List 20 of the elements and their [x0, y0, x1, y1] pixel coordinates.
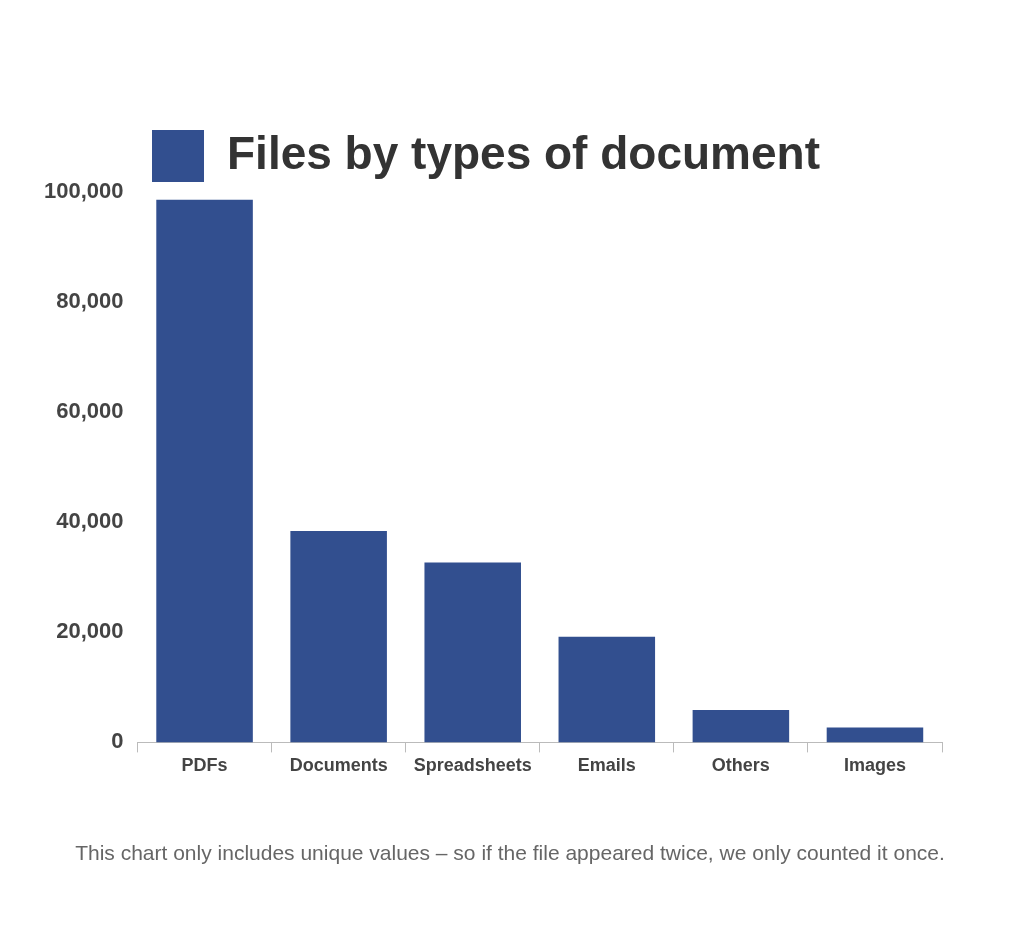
bar: [156, 199, 253, 743]
legend-label: Files by types of document: [227, 126, 820, 179]
x-tick-label: Others: [711, 755, 770, 776]
x-tick-label: Images: [843, 755, 906, 776]
x-tick-label: Documents: [289, 755, 388, 776]
x-tick-label: Emails: [577, 755, 636, 776]
text: This chart only includes unique values – so if the file appeared twice, we only counted it once.: [74, 840, 946, 866]
y-tick-label: 60,000: [56, 398, 124, 424]
y-tick-label: 100,000: [43, 178, 124, 204]
y-tick-label: 20,000: [56, 618, 124, 644]
bar: [692, 709, 790, 743]
y-tick-label: 40,000: [56, 508, 124, 534]
bar: [290, 531, 387, 743]
bar: [424, 562, 521, 743]
bar: [558, 636, 656, 743]
x-tick-label: PDFs: [181, 755, 228, 776]
y-tick-label: 0: [111, 728, 124, 754]
x-tick-label: Spreadsheets: [413, 755, 532, 776]
bar: [826, 727, 924, 743]
y-tick-label: 80,000: [56, 288, 124, 314]
